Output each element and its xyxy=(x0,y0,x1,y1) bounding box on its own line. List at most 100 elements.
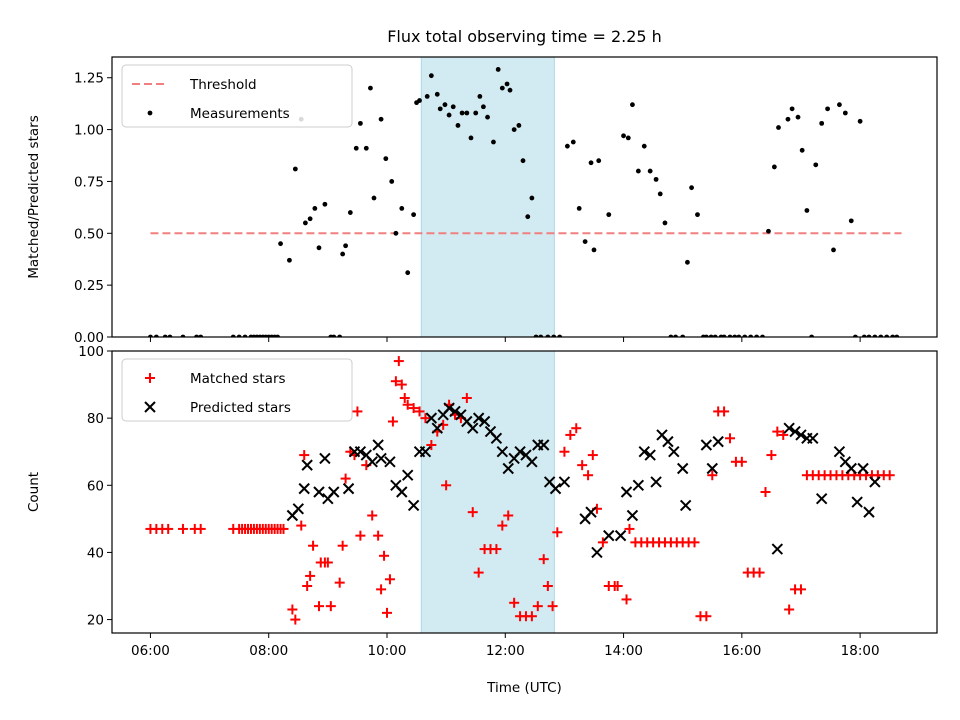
x-tick-label: 16:00 xyxy=(722,643,761,659)
predicted-star-point xyxy=(668,446,680,458)
matched-star-point xyxy=(287,604,298,615)
measurement-point xyxy=(825,106,830,112)
predicted-star-point xyxy=(662,435,674,448)
measurement-point xyxy=(437,106,443,112)
measurement-point xyxy=(393,230,399,236)
measurement-point xyxy=(368,85,373,91)
matched-star-point xyxy=(373,530,384,541)
legend-box xyxy=(121,358,353,422)
legend-matched-swatch xyxy=(145,373,155,383)
predicted-star-point xyxy=(549,482,562,495)
measurement-point xyxy=(789,106,795,112)
measurement-point xyxy=(399,206,405,211)
predicted-star-point xyxy=(313,486,325,498)
matched-star-point xyxy=(503,510,514,521)
x-tick-label: 10:00 xyxy=(368,643,407,659)
matched-star-point xyxy=(725,433,736,444)
matched-star-point xyxy=(754,567,765,578)
predicted-star-point xyxy=(375,452,387,465)
measurement-point xyxy=(473,110,479,116)
measurement-point xyxy=(813,162,819,168)
predicted-star-point xyxy=(467,422,479,434)
matched-star-point xyxy=(621,594,632,605)
predicted-star-point xyxy=(366,456,378,468)
x-tick-label: 08:00 xyxy=(249,643,288,659)
measurement-point xyxy=(455,123,461,128)
measurement-point xyxy=(446,112,452,118)
measurement-point xyxy=(389,179,395,184)
predicted-star-point xyxy=(700,439,713,451)
measurement-point xyxy=(450,104,456,110)
matched-star-point xyxy=(390,376,401,387)
measurement-point xyxy=(657,191,663,197)
matched-star-point xyxy=(367,510,378,521)
matched-star-point xyxy=(559,446,570,457)
predicted-star-point xyxy=(558,476,571,488)
predicted-star-point xyxy=(514,446,526,458)
measurement-point xyxy=(302,220,308,226)
measurement-point xyxy=(434,91,440,97)
matched-star-point xyxy=(587,450,598,461)
predicted-star-point xyxy=(496,446,509,458)
predicted-star-point xyxy=(620,486,633,498)
predicted-star-point xyxy=(384,456,396,468)
measurement-point xyxy=(857,118,863,124)
matched-star-point xyxy=(719,406,730,417)
measurement-point xyxy=(564,143,570,149)
predicted-star-point xyxy=(795,429,807,441)
matched-star-point xyxy=(408,403,419,414)
matched-star-point xyxy=(384,574,395,585)
observing-window-span xyxy=(420,56,555,338)
matched-star-point xyxy=(461,393,472,403)
x-tick-label: 18:00 xyxy=(841,643,880,659)
matched-star-point xyxy=(177,523,188,534)
panel-1: 0.00 0.25 0.50 0.75 1.00 1.25 Matched/Predicte… xyxy=(26,27,938,346)
measurement-point xyxy=(662,220,668,226)
measurement-point xyxy=(606,212,612,218)
predicted-star-point xyxy=(472,412,485,424)
matched-star-point xyxy=(441,480,452,491)
predicted-star-point xyxy=(526,456,538,468)
matched-star-point xyxy=(467,507,478,518)
series-matched-stars xyxy=(145,356,895,625)
predicted-star-point xyxy=(632,479,645,491)
y-tick-label: 0.00 xyxy=(74,330,104,346)
matched-star-point xyxy=(766,450,777,461)
matched-star-point xyxy=(778,429,789,440)
measurement-point xyxy=(405,270,411,276)
predicted-star-point xyxy=(292,503,304,515)
predicted-star-point xyxy=(478,415,491,428)
measurement-point xyxy=(596,158,602,164)
predicted-star-point xyxy=(431,422,443,434)
measurement-point xyxy=(383,156,389,162)
matched-star-point xyxy=(278,523,289,534)
matched-star-point xyxy=(552,527,563,538)
measurement-point xyxy=(340,251,346,257)
measurement-point xyxy=(525,214,531,220)
predicted-star-point xyxy=(502,462,514,475)
matched-star-point xyxy=(583,470,594,481)
measurement-point xyxy=(371,195,377,201)
measurement-point xyxy=(570,139,576,145)
matched-star-point xyxy=(296,520,307,531)
x-tick-label: 06:00 xyxy=(131,643,170,659)
matched-star-point xyxy=(402,399,413,410)
predicted-star-point xyxy=(490,432,503,444)
measurement-point xyxy=(357,120,363,126)
predicted-star-point xyxy=(863,506,875,518)
measurement-point xyxy=(621,133,626,139)
plot-area xyxy=(148,67,902,337)
matched-star-point xyxy=(532,601,543,612)
matched-star-point xyxy=(313,601,324,612)
measurement-point xyxy=(312,206,318,211)
measurement-point xyxy=(795,114,801,120)
predicted-star-point xyxy=(328,486,340,498)
measurement-point xyxy=(799,147,805,153)
measurement-point xyxy=(831,247,836,253)
measurement-point xyxy=(766,228,771,234)
measurement-point xyxy=(287,257,292,263)
legend-box xyxy=(121,64,353,128)
measurement-point xyxy=(343,243,349,249)
predicted-star-point xyxy=(425,412,438,424)
